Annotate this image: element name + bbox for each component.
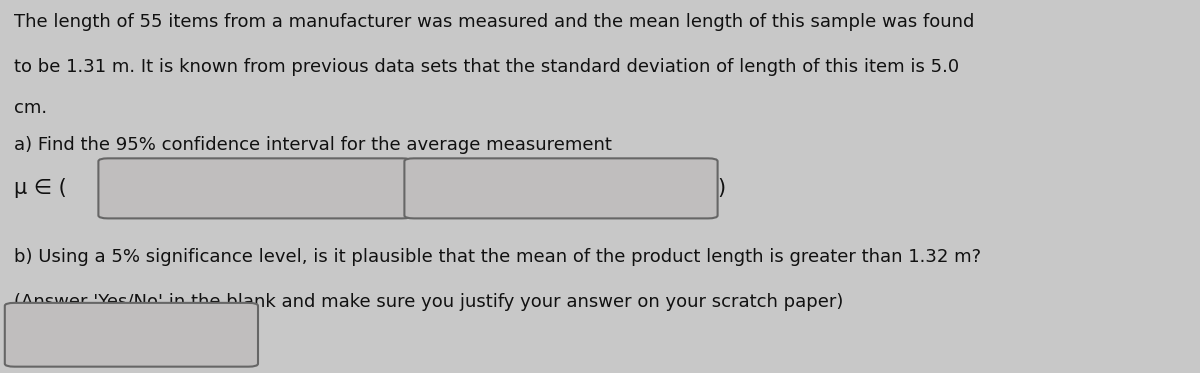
Text: The length of 55 items from a manufacturer was measured and the mean length of t: The length of 55 items from a manufactur… [14, 13, 974, 31]
FancyBboxPatch shape [404, 159, 718, 219]
Text: to be 1.31 m. It is known from previous data sets that the standard deviation of: to be 1.31 m. It is known from previous … [14, 58, 960, 76]
Text: cm.: cm. [14, 99, 48, 117]
Text: (Answer 'Yes/No' in the blank and make sure you justify your answer on your scra: (Answer 'Yes/No' in the blank and make s… [14, 293, 844, 311]
FancyBboxPatch shape [98, 159, 412, 219]
Text: b) Using a 5% significance level, is it plausible that the mean of the product l: b) Using a 5% significance level, is it … [14, 248, 982, 266]
Text: μ ∈ (: μ ∈ ( [14, 178, 67, 198]
Text: ): ) [718, 178, 726, 198]
Text: a) Find the 95% confidence interval for the average measurement: a) Find the 95% confidence interval for … [14, 136, 612, 154]
Text: ,: , [408, 178, 415, 198]
FancyBboxPatch shape [5, 303, 258, 367]
